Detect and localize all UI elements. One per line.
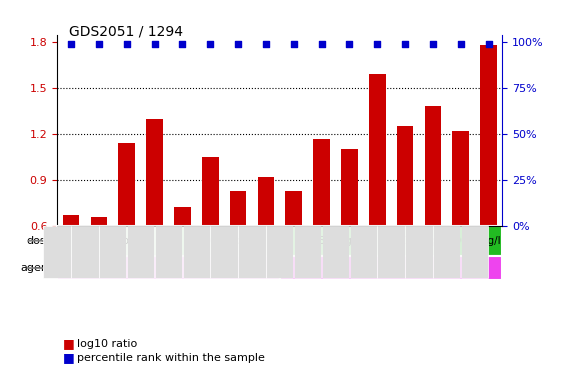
Text: log10 ratio: log10 ratio — [77, 339, 138, 349]
Text: 1250 ppm: 1250 ppm — [86, 236, 139, 246]
Point — [234, 41, 243, 47]
Text: 2000 ppm: 2000 ppm — [198, 236, 251, 246]
Point — [289, 41, 298, 47]
Point — [373, 41, 382, 47]
Bar — [146, 119, 163, 226]
Bar — [202, 157, 219, 226]
Point — [94, 41, 103, 47]
Point — [428, 41, 437, 47]
Text: agent: agent — [21, 263, 53, 273]
Text: o-NT: o-NT — [155, 263, 182, 273]
Bar — [90, 217, 107, 226]
Point — [484, 41, 493, 47]
Text: percentile rank within the sample: percentile rank within the sample — [77, 353, 265, 363]
Bar — [452, 131, 469, 226]
Bar — [230, 190, 247, 226]
Text: ■: ■ — [63, 337, 75, 350]
Bar — [286, 190, 302, 226]
FancyBboxPatch shape — [57, 256, 280, 280]
Bar — [397, 126, 413, 226]
FancyBboxPatch shape — [168, 226, 280, 256]
Point — [150, 41, 159, 47]
Text: BCA: BCA — [380, 263, 403, 273]
Point — [400, 41, 409, 47]
Text: 250 mg/l: 250 mg/l — [312, 236, 359, 246]
Text: 500 mg/l: 500 mg/l — [396, 236, 442, 246]
Bar — [425, 106, 441, 226]
FancyBboxPatch shape — [447, 226, 502, 256]
Text: GDS2051 / 1294: GDS2051 / 1294 — [69, 25, 183, 39]
FancyBboxPatch shape — [391, 226, 447, 256]
Point — [206, 41, 215, 47]
Point — [317, 41, 326, 47]
Point — [262, 41, 271, 47]
Point — [456, 41, 465, 47]
Bar — [313, 139, 330, 226]
Bar — [480, 45, 497, 226]
Bar — [341, 149, 357, 226]
Point — [66, 41, 75, 47]
Bar — [63, 215, 79, 226]
Point — [178, 41, 187, 47]
FancyBboxPatch shape — [57, 226, 168, 256]
Text: ■: ■ — [63, 351, 75, 364]
Point — [122, 41, 131, 47]
FancyBboxPatch shape — [280, 256, 502, 280]
Text: dose: dose — [26, 236, 53, 246]
Point — [345, 41, 354, 47]
Bar — [118, 143, 135, 226]
Bar — [174, 207, 191, 226]
Bar — [369, 74, 385, 226]
Bar — [258, 177, 274, 226]
Text: 1000 mg/l: 1000 mg/l — [448, 236, 501, 246]
FancyBboxPatch shape — [280, 226, 391, 256]
